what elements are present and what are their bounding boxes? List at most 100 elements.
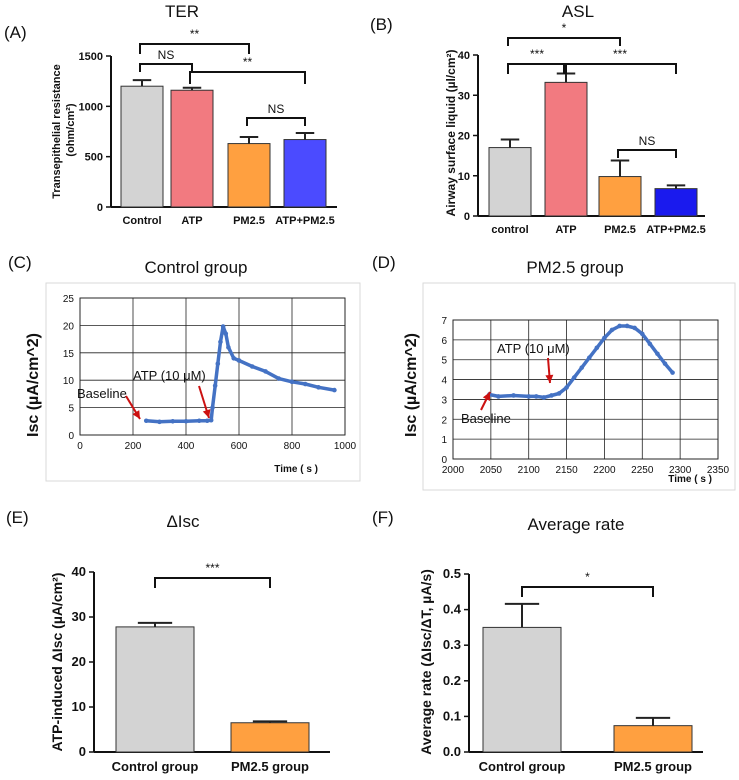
panel-d-ytick-label: 4 xyxy=(441,376,447,387)
panel-b-ytick-label: 0 xyxy=(464,211,470,223)
panel-c-series-point xyxy=(226,345,231,350)
panel-b-ytick-label: 10 xyxy=(458,171,470,183)
panel-a-ylabel: Transepithelial resistance (ohm/cm²) xyxy=(51,61,77,199)
panel-a-significance-label-0: NS xyxy=(158,48,175,62)
panel-a-ytick-label: 1000 xyxy=(79,101,103,113)
panel-f-title: Average rate xyxy=(527,515,624,534)
panel-b-bar-3 xyxy=(654,188,698,217)
panel-f-category-label-0: Control group xyxy=(479,759,566,774)
panel-d-series-point xyxy=(655,351,660,357)
panel-f-letter: (F) xyxy=(372,508,394,527)
panel-d-series-point xyxy=(571,375,577,380)
panel-c-series-point xyxy=(212,383,218,388)
panel-d: (D) PM2.5 group Isc (µA/cm^2) 2000 2050 21… xyxy=(372,253,736,491)
panel-d-series-point xyxy=(602,335,607,341)
panel-c-series-point xyxy=(289,379,295,385)
panel-d-series-point xyxy=(541,395,547,400)
panel-b-category-label-1: ATP xyxy=(555,224,576,236)
panel-e-ytick-label: 30 xyxy=(72,609,86,624)
panel-a-title: TER xyxy=(165,2,199,21)
panel-b-significance-label-2: *** xyxy=(613,47,627,61)
panel-c-xtick-label: 0 xyxy=(77,441,83,452)
panel-d-xtick-label: 2000 xyxy=(442,465,465,476)
panel-c-series-point xyxy=(183,419,189,424)
panel-c-xlabel: Time ( s ) xyxy=(274,464,318,475)
panel-c-series-point xyxy=(316,385,321,390)
panel-d-xtick-label: 2050 xyxy=(480,465,503,476)
panel-a-ylabel-line1: Transepithelial resistance xyxy=(51,64,63,199)
panel-b: (B) ASL Airway surface liquid (µl/cm²) 0… xyxy=(370,2,706,236)
panel-c-annotation-label-0: Baseline xyxy=(77,386,127,401)
panel-b-significance-label-0: * xyxy=(562,21,567,35)
panel-e-ytick-label: 0 xyxy=(79,744,86,759)
panel-e-bar-1 xyxy=(230,722,310,753)
panel-f-ytick-label: 0.2 xyxy=(443,673,461,688)
panel-c-letter: (C) xyxy=(8,253,32,272)
panel-d-ytick-label: 0 xyxy=(441,455,447,466)
panel-c-series-point xyxy=(196,418,202,424)
panel-b-title: ASL xyxy=(562,2,594,21)
panel-c-series-point xyxy=(249,364,255,369)
panel-d-series-point xyxy=(624,323,630,329)
panel-e-title: ΔIsc xyxy=(166,512,200,531)
panel-c-title: Control group xyxy=(144,258,247,277)
panel-f-ytick-label: 0.1 xyxy=(443,708,461,723)
panel-d-xtick-label: 2300 xyxy=(669,465,692,476)
panel-d-series-point xyxy=(556,391,562,396)
panel-c-annotation-arrowhead-1 xyxy=(202,409,211,418)
panel-f-chart: 0.0 0.1 0.2 0.3 0.4 0.5 Control group PM2.5 gro… xyxy=(443,566,703,774)
panel-b-bar-1 xyxy=(544,81,588,217)
panel-c-xtick-label: 800 xyxy=(284,441,301,452)
panel-d-annotation-label-0: Baseline xyxy=(461,411,511,426)
panel-b-category-label-3: ATP+PM2.5 xyxy=(646,224,705,236)
panel-a-category-label-3: ATP+PM2.5 xyxy=(275,215,334,227)
panel-f-ytick-label: 0.5 xyxy=(443,566,461,581)
panel-c-ytick-label: 20 xyxy=(63,321,75,332)
panel-d-series-point xyxy=(496,394,501,399)
panel-a-significance-label-3: NS xyxy=(268,102,285,116)
panel-d-xtick-label: 2150 xyxy=(555,465,578,476)
panel-b-significance-label-3: NS xyxy=(639,134,656,148)
panel-d-series-point xyxy=(549,393,554,398)
panel-f-ytick-label: 0.0 xyxy=(443,744,461,759)
panel-b-significance-bracket-0 xyxy=(507,37,621,46)
panel-d-series-point xyxy=(564,385,569,390)
panel-d-series-point xyxy=(579,365,585,370)
panel-e-category-label-0: Control group xyxy=(112,759,199,774)
panel-a-significance-label-2: ** xyxy=(243,55,253,69)
panel-d-xtick-label: 2350 xyxy=(707,465,730,476)
panel-f-category-label-1: PM2.5 group xyxy=(614,759,692,774)
panel-f-bar-0 xyxy=(482,626,562,753)
panel-e-ytick-label: 20 xyxy=(72,654,86,669)
panel-a-letter: (A) xyxy=(4,23,27,42)
panel-d-series-point xyxy=(662,361,668,366)
panel-c-series-point xyxy=(236,358,242,363)
panel-e-ylabel: ATP-induced ΔIsc (µA/cm²) xyxy=(49,573,65,752)
panel-a-significance-label-1: ** xyxy=(190,27,200,41)
panel-a-ylabel-line2: (ohm/cm²) xyxy=(65,103,77,157)
panel-a-bar-3 xyxy=(283,139,327,208)
panel-c-series-point xyxy=(332,387,337,393)
panel-b-significance-bracket-3 xyxy=(617,149,677,158)
panel-c-series-point xyxy=(143,418,149,424)
panel-a-category-label-1: ATP xyxy=(181,215,202,227)
panel-c-chart: 0 200 400 600 800 1000 0 5 10 15 20 25 Time ( s ) Bas… xyxy=(63,294,357,475)
panel-a-ytick-label: 1500 xyxy=(79,51,103,63)
panel-e-category-label-1: PM2.5 group xyxy=(231,759,309,774)
panel-d-series-point xyxy=(586,355,592,361)
panel-e: (E) ΔIsc ATP-induced ΔIsc (µA/cm²) 0 10 20… xyxy=(6,508,330,774)
panel-c-series-point xyxy=(157,419,162,425)
panel-e-ytick-label: 40 xyxy=(72,564,86,579)
panel-c-series-point xyxy=(220,324,226,329)
panel-c-annotation-arrowhead-0 xyxy=(132,410,140,419)
panel-f-ylabel: Average rate (ΔIsc/ΔT, µA/s) xyxy=(418,569,434,755)
panel-c-series-point xyxy=(215,361,221,367)
panel-f-ytick-label: 0.4 xyxy=(443,602,462,617)
panel-e-chart: 0 10 20 30 40 Control group PM2.5 group *** xyxy=(72,561,330,774)
panel-a-ytick-label: 0 xyxy=(97,202,103,214)
panel-d-series-point xyxy=(511,393,516,398)
panel-e-bar-0 xyxy=(115,626,195,753)
panel-f: (F) Average rate Average rate (ΔIsc/ΔT, … xyxy=(372,508,703,774)
panel-e-letter: (E) xyxy=(6,508,29,527)
